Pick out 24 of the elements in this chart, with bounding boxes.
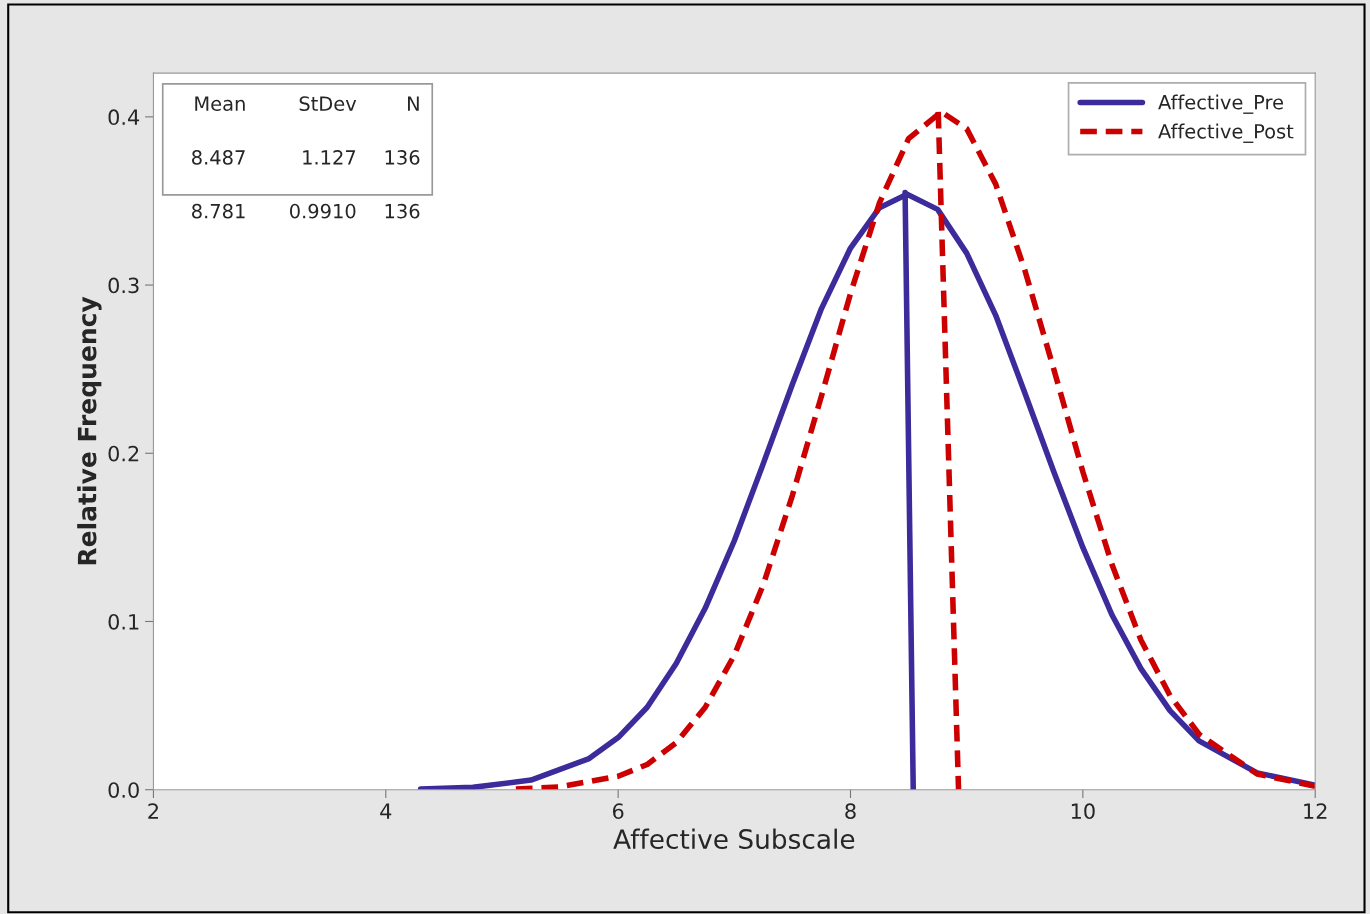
annotation: 136	[385, 203, 420, 219]
annotation: 8.781	[192, 203, 245, 219]
x-tick-label: 6	[612, 803, 624, 820]
x-tick-label: 12	[1304, 803, 1327, 819]
annotation: N	[408, 96, 419, 111]
legend-label: Affective_Post	[1158, 123, 1294, 143]
y-tick-label: 0.0	[108, 782, 139, 798]
annotation: StDev	[299, 96, 357, 112]
annotation: 136	[385, 150, 420, 165]
y-tick-label: 0.3	[108, 277, 139, 294]
y-axis-title: Relative Frequency	[77, 296, 102, 565]
y-tick-label: 0.1	[108, 613, 139, 630]
x-tick-label: 2	[148, 803, 158, 819]
x-tick-label: 8	[845, 803, 856, 820]
legend-label: Affective_Pre	[1158, 94, 1284, 114]
annotation: 0.9910	[289, 203, 356, 219]
annotation: 8.487	[192, 150, 245, 165]
y-tick-label: 0.2	[108, 445, 139, 462]
annotation: Mean	[195, 96, 245, 112]
x-axis-title: Affective Subscale	[613, 828, 855, 850]
x-tick-label: 4	[380, 803, 392, 819]
y-tick-label: 0.4	[108, 109, 140, 126]
x-tick-label: 10	[1071, 803, 1095, 820]
annotation: 1.127	[303, 150, 356, 165]
